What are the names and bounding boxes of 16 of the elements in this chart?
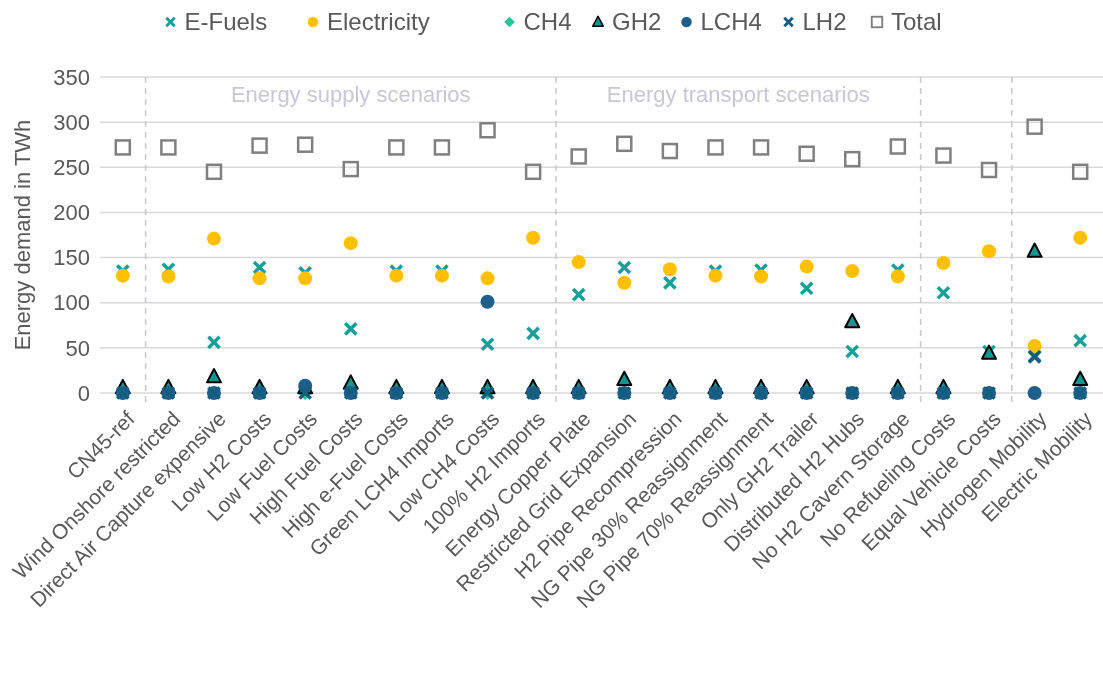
legend-label: LH2 bbox=[802, 8, 847, 36]
y-tick-label: 350 bbox=[53, 64, 90, 90]
y-tick-label: 200 bbox=[53, 200, 90, 226]
y-tick-label: 100 bbox=[53, 290, 90, 316]
legend-label: GH2 bbox=[612, 8, 662, 36]
y-axis-title: Energy demand in TWh bbox=[10, 119, 35, 351]
y-tick-label: 0 bbox=[77, 380, 90, 406]
y-tick-label: 250 bbox=[53, 154, 90, 180]
legend-label: LCH4 bbox=[700, 8, 762, 36]
y-tick-label: 300 bbox=[53, 109, 90, 135]
legend-label: Electricity bbox=[327, 8, 430, 36]
legend-label: Total bbox=[891, 8, 942, 36]
legend-label: E-Fuels bbox=[184, 8, 268, 36]
legend-label: CH4 bbox=[523, 8, 572, 36]
y-tick-label: 150 bbox=[53, 245, 90, 271]
y-tick-label: 50 bbox=[65, 335, 90, 361]
